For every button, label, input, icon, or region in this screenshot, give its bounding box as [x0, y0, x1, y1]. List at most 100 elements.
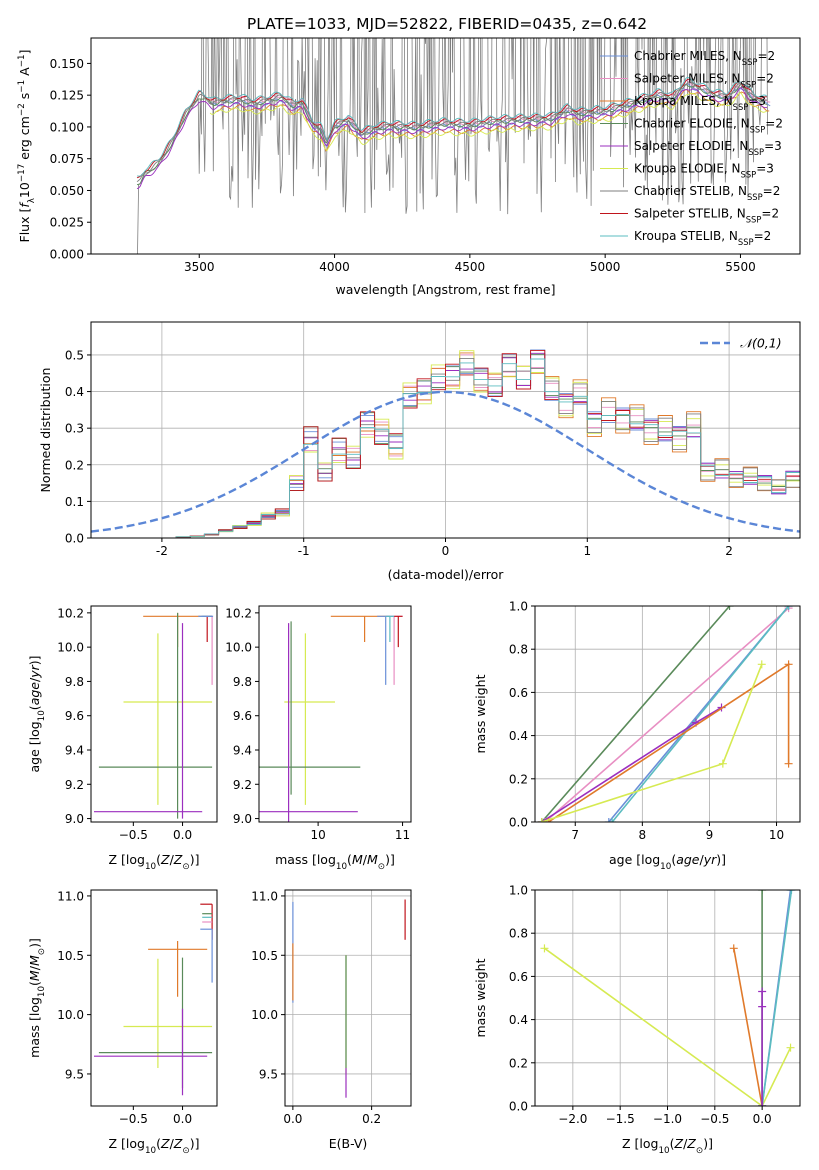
- x-tick-label-spectrum-1: 4000: [319, 260, 350, 274]
- legend-label-6: Chabrier STELIB, NSSP=2: [634, 184, 780, 202]
- y-axis-label-weight-vs-z: mass weight: [473, 958, 488, 1037]
- y-tick-label-spectrum-0: 0.000: [50, 248, 84, 262]
- figure-title: PLATE=1033, MJD=52822, FIBERID=0435, z=0…: [247, 15, 647, 33]
- y-tick-label-age-vs-mass-1: 9.2: [233, 778, 252, 792]
- weight-marker-weight-vs-z-1-0: [729, 944, 738, 953]
- y-tick-label-mass-vs-ebv-2: 10.5: [251, 949, 278, 963]
- y-tick-label-weight-vs-age-0: 0.0: [509, 816, 528, 830]
- y-tick-label-residuals-0: 0.0: [65, 532, 84, 546]
- y-tick-label-weight-vs-z-2: 0.4: [509, 1013, 528, 1027]
- x-tick-label-residuals-3: 1: [583, 544, 591, 558]
- chart-residuals: -2 -1 0 1 2 0.0 0.1 0.2 0.3 0.4 0.5 𝒩(0,1) (data-mod…: [38, 321, 801, 582]
- errorbar-point-age-vs-mass-5: [377, 615, 395, 685]
- weight-marker-weight-vs-z-0-2: [786, 1043, 795, 1052]
- y-tick-label-mass-vs-ebv-1: 10.0: [251, 1008, 278, 1022]
- chart-weight-vs-z: −2.0 −1.5 −1.0 −0.5 0.0 0.0 0.2 0.4 0.6 0.8 1.0 mas…: [473, 884, 801, 1156]
- x-tick-label-spectrum-3: 5000: [590, 260, 621, 274]
- errorbar-point-mass-vs-z-1: [123, 958, 213, 1068]
- errorbar-point-age-vs-z-2: [98, 612, 213, 819]
- y-tick-label-residuals-4: 0.4: [65, 385, 84, 399]
- x-tick-label-weight-vs-age-3: 10: [769, 828, 784, 842]
- x-axis-label-mass-vs-ebv: E(B-V): [329, 1136, 368, 1151]
- y-axis-label-mass-vs-z: mass [log10(M/M⊙)]: [27, 938, 47, 1058]
- y-tick-label-age-vs-z-5: 10.0: [57, 641, 84, 655]
- legend-label-3: Chabrier ELODIE, NSSP=2: [634, 117, 783, 135]
- y-tick-label-weight-vs-age-4: 0.8: [509, 643, 528, 657]
- legend-label-0: Chabrier MILES, NSSP=2: [634, 49, 775, 67]
- x-tick-label-residuals-2: 0: [442, 544, 450, 558]
- x-axis-label-weight-vs-z: Z [log10(Z/Z⊙)]: [622, 1136, 713, 1156]
- gaussian-curve: [91, 390, 800, 533]
- weight-marker-weight-vs-age-3-0: [608, 818, 617, 822]
- x-tick-label-age-vs-mass-1: 11: [395, 828, 410, 842]
- y-tick-label-weight-vs-age-3: 0.6: [509, 686, 528, 700]
- chart-mass-vs-z: −0.5 0.0 9.5 10.0 10.5 11.0 Z [log10(Z/Z⊙)] mas…: [27, 889, 218, 1156]
- errorbar-point-age-vs-mass-6: [394, 615, 403, 648]
- y-tick-label-spectrum-3: 0.075: [50, 152, 84, 166]
- y-tick-label-mass-vs-z-0: 9.5: [65, 1067, 84, 1081]
- y-tick-label-mass-vs-ebv-0: 9.5: [259, 1067, 278, 1081]
- y-tick-label-age-vs-z-1: 9.2: [65, 778, 84, 792]
- residual-hist-8: [91, 358, 800, 538]
- x-tick-label-spectrum-0: 3500: [184, 260, 215, 274]
- weight-marker-weight-vs-age-2-0: [604, 818, 613, 822]
- y-tick-label-age-vs-mass-5: 10.0: [225, 641, 252, 655]
- legend-label-8: Kroupa STELIB, NSSP=2: [634, 229, 771, 247]
- legend-label-7: Salpeter STELIB, NSSP=2: [634, 207, 779, 225]
- weight-marker-weight-vs-age-5-2: [784, 759, 793, 768]
- x-tick-label-weight-vs-z-0: −2.0: [558, 1112, 587, 1126]
- x-tick-label-weight-vs-age-2: 9: [706, 828, 714, 842]
- residual-hist-0: [91, 349, 800, 538]
- x-axis-label-weight-vs-age: age [log10(age/yr)]: [609, 852, 726, 872]
- residual-hist-1: [91, 354, 800, 538]
- y-tick-label-age-vs-z-2: 9.4: [65, 744, 84, 758]
- model-line-5: [209, 92, 768, 152]
- y-tick-label-mass-vs-z-2: 10.5: [57, 949, 84, 963]
- residual-hist-3: [91, 353, 800, 538]
- y-tick-label-age-vs-z-6: 10.2: [57, 606, 84, 620]
- weight-line-weight-vs-z-0: [544, 947, 792, 1106]
- plot-area-mass-vs-ebv: [285, 890, 411, 1106]
- y-tick-label-mass-vs-z-3: 11.0: [57, 889, 84, 903]
- errorbar-point-age-vs-mass-4: [385, 615, 403, 685]
- chart-mass-vs-ebv: 0.0 0.2 9.5 10.0 10.5 11.0 E(B-V): [251, 889, 412, 1151]
- y-tick-label-spectrum-2: 0.050: [50, 184, 84, 198]
- y-tick-label-spectrum-4: 0.100: [50, 120, 84, 134]
- weight-marker-weight-vs-age-6-1: [718, 759, 727, 768]
- errorbar-point-age-vs-z-3: [94, 623, 203, 819]
- weight-marker-weight-vs-z-4-1: [787, 890, 796, 894]
- weight-marker-weight-vs-z-5-0: [758, 1102, 767, 1106]
- y-tick-label-weight-vs-z-0: 0.0: [509, 1100, 528, 1114]
- chart-spectrum: 3500 4000 4500 5000 5500 0.000 0.025 0.050 0.075…: [17, 37, 801, 297]
- weight-marker-weight-vs-z-5-2: [758, 987, 767, 996]
- errorbar-point-age-vs-mass-2: [259, 621, 361, 795]
- plot-area-weight-vs-z: [535, 890, 800, 1106]
- y-tick-label-weight-vs-age-1: 0.2: [509, 772, 528, 786]
- spectrum-legend: Chabrier MILES, NSSP=2 Salpeter MILES, NS…: [600, 49, 783, 247]
- x-tick-label-mass-vs-z-0: −0.5: [119, 1112, 148, 1126]
- model-line-8: [136, 76, 768, 177]
- legend-label-4: Salpeter ELODIE, NSSP=3: [634, 139, 782, 157]
- errorbar-point-mass-vs-z-3: [94, 1008, 208, 1096]
- weight-line-weight-vs-age-3: [611, 606, 790, 822]
- legend-label-5: Kroupa ELODIE, NSSP=3: [634, 162, 774, 180]
- axes-frame-mass-vs-z: [90, 889, 218, 1107]
- axes-frame-weight-vs-age: [534, 605, 801, 823]
- y-tick-label-weight-vs-z-1: 0.2: [509, 1056, 528, 1070]
- weight-marker-weight-vs-age-0-1: [725, 606, 734, 610]
- y-tick-label-weight-vs-age-5: 1.0: [509, 600, 528, 614]
- y-tick-label-weight-vs-z-5: 1.0: [509, 884, 528, 898]
- legend-label-2: Kroupa MILES, NSSP=3: [634, 94, 766, 112]
- weight-marker-weight-vs-age-6-2: [757, 660, 766, 669]
- errorbar-point-age-vs-z-5: [202, 615, 213, 642]
- y-tick-label-spectrum-5: 0.125: [50, 89, 84, 103]
- y-tick-label-weight-vs-z-3: 0.6: [509, 970, 528, 984]
- x-tick-label-age-vs-z-0: −0.5: [119, 828, 148, 842]
- y-tick-label-age-vs-mass-2: 9.4: [233, 744, 252, 758]
- x-tick-label-weight-vs-z-1: −1.5: [606, 1112, 635, 1126]
- errorbar-point-age-vs-mass-1: [284, 633, 335, 805]
- plot-area-residuals: [91, 322, 800, 538]
- y-tick-label-age-vs-z-3: 9.6: [65, 709, 84, 723]
- x-tick-label-mass-vs-z-1: 0.0: [173, 1112, 192, 1126]
